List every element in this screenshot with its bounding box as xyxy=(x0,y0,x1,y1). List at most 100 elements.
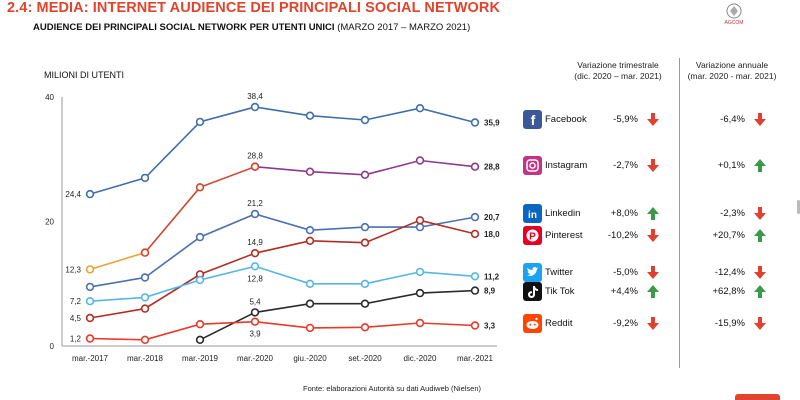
linkedin-icon: in xyxy=(523,204,542,223)
svg-text:AGCOM: AGCOM xyxy=(725,20,744,26)
data-point-twitter xyxy=(305,279,315,288)
annual-change: +62,8% xyxy=(712,286,746,297)
scrollbar-thumb[interactable] xyxy=(797,200,800,214)
series-line-instagram-pre-2020 xyxy=(89,251,146,271)
data-point-reddit xyxy=(140,335,150,344)
column-divider xyxy=(679,58,680,368)
data-point-facebook xyxy=(415,103,425,113)
data-point-instagram-2018-2019 xyxy=(140,248,150,257)
data-point-pinterest xyxy=(360,238,370,247)
data-point-twitter xyxy=(85,297,95,306)
platform-name: Tik Tok xyxy=(545,286,575,297)
svg-text:P: P xyxy=(529,232,536,243)
annual-change: +20,7% xyxy=(712,230,746,241)
quarterly-change: +8,0% xyxy=(610,208,638,219)
x-tick-label: mar.-2021 xyxy=(457,354,494,363)
series-line-pinterest xyxy=(89,219,476,319)
series-line-facebook xyxy=(89,106,476,195)
data-point-twitter xyxy=(360,279,370,288)
source-note: Fonte: elaborazioni Autorità su dati Aud… xyxy=(303,384,482,393)
data-label: 4,5 xyxy=(70,314,82,323)
svg-text:f: f xyxy=(531,112,536,128)
table-row-linkedin: in Linkedin +8,0% -2,3% xyxy=(0,203,800,225)
x-tick-label: mar.-2017 xyxy=(72,354,109,363)
data-point-instagram xyxy=(360,170,370,180)
quarterly-change: -9,2% xyxy=(613,318,638,329)
data-label: 18,0 xyxy=(484,230,500,239)
data-point-reddit xyxy=(470,321,480,330)
data-point-linkedin xyxy=(195,232,205,242)
x-tick-label: giu.-2020 xyxy=(293,354,327,363)
arrow-up-icon xyxy=(646,284,660,304)
data-point-tik-tok xyxy=(195,335,205,344)
data-point-linkedin xyxy=(360,222,370,232)
annual-change: -6,4% xyxy=(720,114,745,125)
data-label: 11,2 xyxy=(484,272,500,281)
annual-change: +0,1% xyxy=(717,160,745,171)
data-label: 20,7 xyxy=(484,213,500,222)
series-line-tik-tok xyxy=(199,289,476,341)
quarterly-change: -5,9% xyxy=(613,114,638,125)
arrow-down-icon xyxy=(646,158,660,178)
x-tick-label: mar.-2020 xyxy=(237,354,274,363)
facebook-icon: f xyxy=(523,110,542,129)
data-point-tik-tok xyxy=(305,299,315,308)
data-point-tik-tok xyxy=(415,288,425,298)
data-point-instagram-pre-2020 xyxy=(85,265,95,274)
data-point-twitter xyxy=(250,262,260,271)
data-point-reddit xyxy=(85,334,95,343)
table-row-twitter: Twitter -5,0% -12,4% xyxy=(0,262,800,284)
data-point-reddit xyxy=(195,320,205,329)
arrow-up-icon xyxy=(753,158,767,178)
data-point-reddit xyxy=(415,318,425,328)
data-point-facebook xyxy=(140,173,150,183)
arrow-down-icon xyxy=(753,265,767,285)
twitter-icon xyxy=(523,263,542,282)
data-point-reddit xyxy=(250,317,260,326)
pinterest-icon: P xyxy=(523,226,542,245)
platform-name: Pinterest xyxy=(545,230,583,241)
corner-badge xyxy=(735,394,780,400)
chart-subtitle: AUDIENCE DEI PRINCIPALI SOCIAL NETWORK P… xyxy=(33,22,471,33)
data-point-pinterest xyxy=(250,249,260,258)
data-label: 5,4 xyxy=(249,297,261,306)
platform-name: Twitter xyxy=(545,267,573,278)
tiktok-icon xyxy=(523,282,542,301)
table-row-instagram: Instagram -2,7% +0,1% xyxy=(0,155,800,177)
data-label: 3,9 xyxy=(249,330,261,339)
platform-name: Instagram xyxy=(545,160,588,171)
arrow-up-icon xyxy=(646,206,660,226)
table-row-pinterest: P Pinterest -10,2% +20,7% xyxy=(0,225,800,247)
y-tick-label: 40 xyxy=(45,93,54,102)
annual-column-header: Variazione annuale (mar. 2020 - mar. 2021… xyxy=(687,60,777,81)
platform-name: Linkedin xyxy=(545,208,581,219)
data-point-pinterest xyxy=(415,216,425,225)
agcom-logo-icon: AGCOM xyxy=(725,3,744,26)
data-point-twitter xyxy=(195,275,205,285)
arrow-down-icon xyxy=(646,228,660,248)
series-line-linkedin xyxy=(89,213,476,288)
arrow-up-icon xyxy=(753,284,767,304)
quarterly-change: -10,2% xyxy=(607,230,638,241)
quarterly-column-header: Variazione trimestrale (dic. 2020 – mar. … xyxy=(574,60,662,81)
data-point-pinterest xyxy=(85,313,95,323)
annual-change: -12,4% xyxy=(714,267,745,278)
data-point-tik-tok xyxy=(250,308,260,317)
data-point-reddit xyxy=(305,323,315,333)
arrow-down-icon xyxy=(753,316,767,336)
data-label: 12,8 xyxy=(247,274,263,283)
series-line-reddit xyxy=(89,320,476,341)
arrow-down-icon xyxy=(646,265,660,285)
y-axis-label: MILIONI DI UTENTI xyxy=(44,70,124,80)
data-point-instagram xyxy=(305,167,315,176)
annual-change: -15,9% xyxy=(714,318,745,329)
arrow-down-icon xyxy=(753,206,767,226)
reddit-icon xyxy=(523,314,542,333)
data-point-linkedin xyxy=(140,273,150,282)
data-point-linkedin xyxy=(470,212,480,222)
data-point-pinterest xyxy=(140,304,150,313)
table-row-reddit: Reddit -9,2% -15,9% xyxy=(0,313,800,335)
table-row-facebook: f Facebook -5,9% -6,4% xyxy=(0,109,800,131)
x-tick-label: mar.-2019 xyxy=(182,354,219,363)
